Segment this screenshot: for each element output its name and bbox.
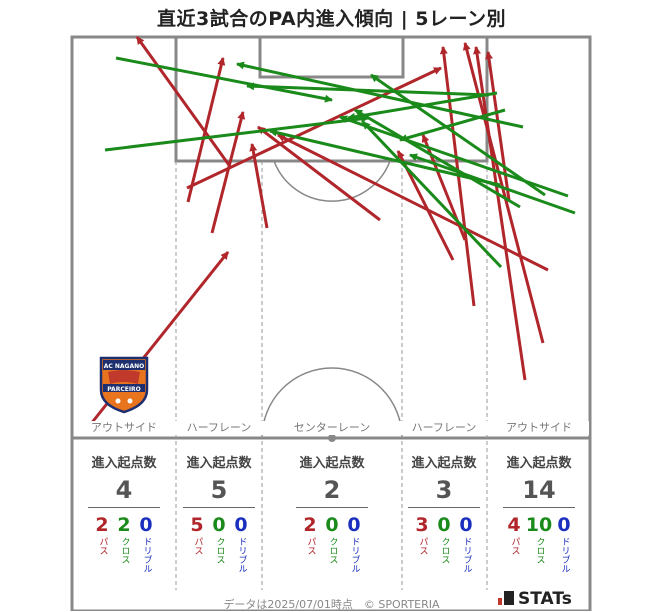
dribble-count: 0 (459, 514, 473, 536)
stat-total: 2 (323, 476, 341, 504)
stat-head: 進入起点数 (506, 456, 572, 471)
lane-stat-5: 進入起点数 14 4 パス 10 クロス 0 ドリブル (494, 452, 584, 573)
cross-label: クロス (214, 537, 225, 564)
dribble-label: ドリブル (461, 537, 472, 573)
cross-arrow-22 (269, 128, 501, 187)
stat-head: 進入起点数 (299, 456, 365, 471)
lane-label-2: ハーフレーン (169, 421, 269, 435)
dribble-count: 0 (139, 514, 153, 536)
lane-dividers (175, 161, 488, 590)
dribble-label: ドリブル (236, 537, 247, 573)
stat-head: 進入起点数 (91, 456, 157, 471)
lane-stat-4: 進入起点数 3 3 パス 0 クロス 0 ドリブル (399, 452, 489, 573)
arrows-layer (88, 36, 576, 426)
cross-count: 0 (212, 514, 226, 536)
club-logo: AC NAGANO PARCEIRO (99, 356, 149, 414)
stat-head: 進入起点数 (411, 456, 477, 471)
pass-arrow-2 (135, 36, 231, 166)
pass-count: 5 (190, 514, 204, 536)
pass-arrow-12 (473, 46, 527, 381)
stat-total: 14 (522, 476, 556, 504)
lane-stat-1: 進入起点数 4 2 パス 2 クロス 0 ドリブル (79, 452, 169, 573)
cross-arrow-26 (354, 108, 521, 209)
cross-arrow-23 (246, 82, 490, 97)
pitch-arcs (261, 160, 403, 439)
footer-credit: データは2025/07/01時点 © SPORTERIA (223, 598, 440, 611)
cross-count: 0 (325, 514, 339, 536)
stat-head: 進入起点数 (186, 456, 252, 471)
brand-logo: STATs (498, 589, 572, 609)
cross-arrow-19 (399, 108, 506, 142)
brand-bar-icon (504, 591, 514, 605)
logo-middle-text: PARCEIRO (107, 386, 141, 393)
cross-arrow-24 (361, 120, 503, 269)
cross-label: クロス (327, 537, 338, 564)
dribble-count: 0 (557, 514, 571, 536)
pass-arrow-8 (277, 133, 549, 272)
pass-count: 2 (95, 514, 109, 536)
cross-label: クロス (119, 537, 130, 564)
lane-stat-2: 進入起点数 5 5 パス 0 クロス 0 ドリブル (174, 452, 264, 573)
pass-arrow-6 (186, 66, 442, 190)
pass-label: パス (192, 537, 203, 555)
lane-stat-3: 進入起点数 2 2 パス 0 クロス 0 ドリブル (287, 452, 377, 573)
logo-top-text: AC NAGANO (104, 363, 145, 370)
lane-label-1: アウトサイド (74, 421, 174, 435)
pass-label: パス (417, 537, 428, 555)
dribble-label: ドリブル (349, 537, 360, 573)
pass-arrow-5 (249, 143, 269, 229)
pass-arrow-4 (210, 111, 246, 234)
cross-arrow-25 (370, 73, 546, 197)
pass-count: 2 (303, 514, 317, 536)
pass-label: パス (97, 537, 108, 555)
cross-arrow-16 (104, 114, 369, 152)
lane-label-4: ハーフレーン (394, 421, 494, 435)
dribble-count: 0 (234, 514, 248, 536)
cross-arrow-18 (236, 61, 524, 129)
pass-arrow-3 (186, 57, 226, 203)
center-spot (328, 434, 336, 442)
pass-label: パス (305, 537, 316, 555)
brand-text: STATs (518, 589, 572, 609)
pass-arrow-11 (462, 42, 545, 344)
dribble-count: 0 (347, 514, 361, 536)
chart-title: 直近3試合のPA内進入傾向 | 5レーン別 (156, 8, 507, 30)
cross-label: クロス (439, 537, 450, 564)
stat-total: 5 (210, 476, 228, 504)
stat-total: 4 (115, 476, 133, 504)
cross-count: 2 (117, 514, 131, 536)
pass-count: 3 (415, 514, 429, 536)
cross-label: クロス (534, 537, 545, 564)
dribble-label: ドリブル (559, 537, 570, 573)
cross-count: 0 (437, 514, 451, 536)
lane-label-5: アウトサイド (489, 421, 589, 435)
stat-total: 3 (435, 476, 453, 504)
cross-count: 10 (525, 514, 553, 536)
dribble-label: ドリブル (141, 537, 152, 573)
cross-arrow-15 (115, 56, 333, 103)
pass-label: パス (509, 537, 520, 555)
pass-arrow-7 (257, 125, 381, 222)
pass-count: 4 (507, 514, 521, 536)
lane-label-3: センターレーン (282, 421, 382, 435)
brand-mark-icon (498, 598, 502, 605)
